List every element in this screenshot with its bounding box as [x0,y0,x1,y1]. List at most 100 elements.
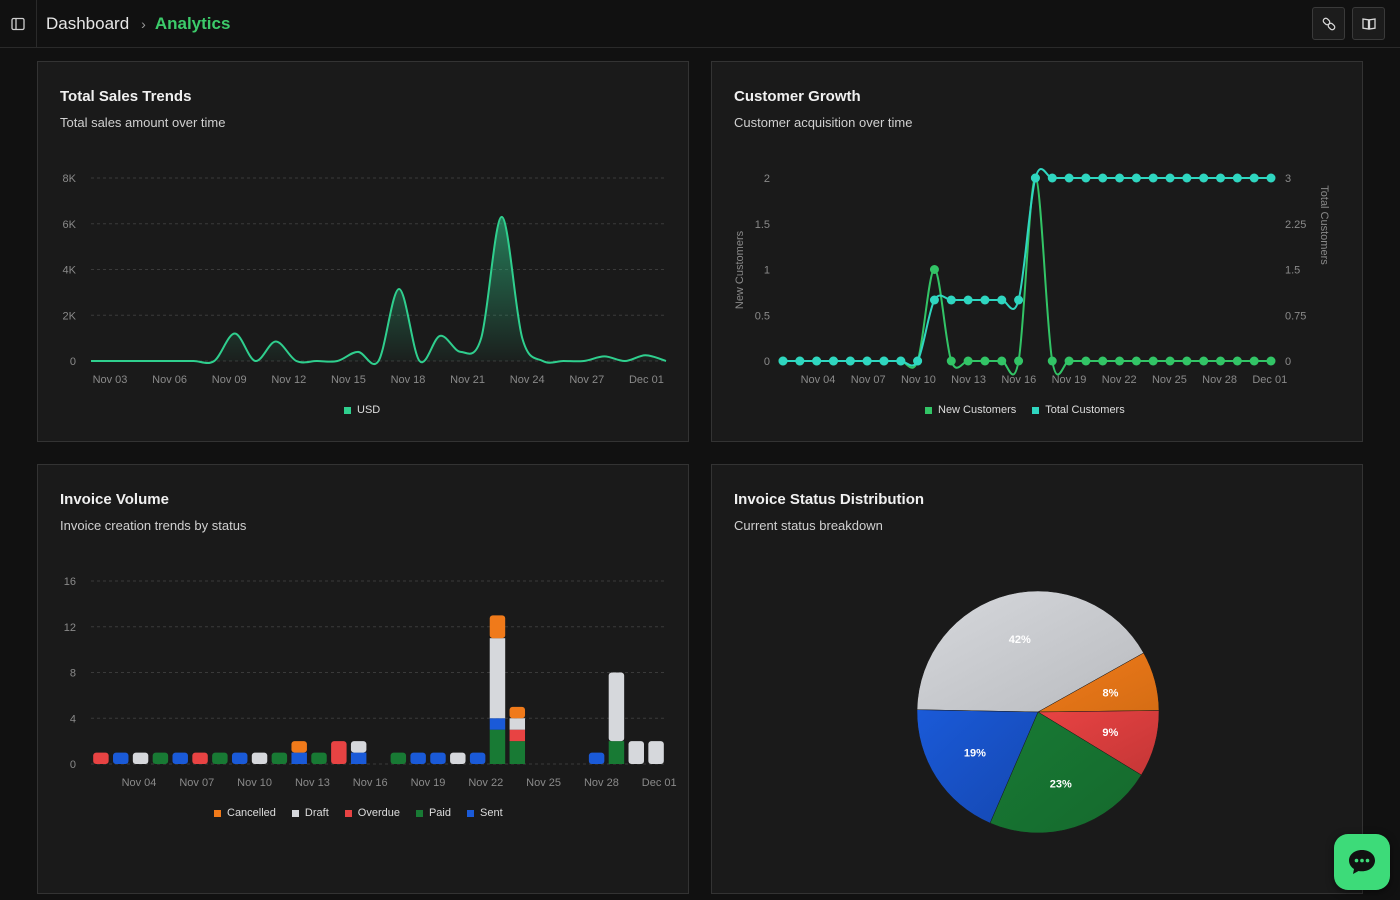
bar-segment-sent [172,752,188,764]
legend-item-overdue[interactable]: Overdue [344,807,400,819]
sales-trends-chart: 0 2K 4K 6K 8K Nov 03 Nov 06 Nov 09 Nov 12 Nov 15 N… [63,173,667,386]
legend-item-cancelled[interactable]: Cancelled [214,807,276,819]
total-customers-point [1047,173,1057,183]
y-tick-label-right: 2.25 [1285,219,1306,231]
x-tick-label: Nov 03 [93,374,128,386]
bar-segment-sent [113,752,129,764]
total-customers-point [1081,173,1091,183]
total-customers-point [1165,173,1175,183]
pie-label-cancelled: 8% [1103,688,1119,700]
y-tick-label-left: 1.5 [755,219,770,231]
y-tick-label: 0 [70,759,76,771]
breadcrumb-dashboard[interactable]: Dashboard [46,14,130,33]
bar-segment-sent [231,752,248,764]
new-customers-point [1047,356,1057,366]
bar-segment-draft [628,741,644,764]
total-customers-point [913,356,923,366]
bar-segment-draft [450,752,466,764]
new-customers-point [1266,356,1276,366]
breadcrumb-separator: › [141,16,146,32]
customer-growth-chart: 0 0.5 1 1.5 2 0 0.75 1.5 2.25 3 New Customers Total… [734,168,1330,386]
legend-label: Cancelled [227,807,276,819]
bar-segment-cancelled [291,741,307,753]
legend-item-draft[interactable]: Draft [291,807,329,819]
invoice-status-card: Invoice Status Distribution Current stat… [711,464,1363,894]
bar-segment-overdue [192,752,208,764]
pie-slice-sent [916,709,1039,824]
legend-item-paid[interactable]: Paid [415,807,451,819]
invoice-volume-card: Invoice Volume Invoice creation trends b… [37,464,689,894]
bar-segment-overdue [93,752,109,764]
bar-segment-draft [132,752,149,764]
x-tick-label: Nov 25 [1152,374,1187,386]
chat-button[interactable] [1334,834,1390,890]
total-customers-point [812,356,822,366]
new-customers-point [1232,356,1242,366]
docs-button[interactable] [1352,7,1385,40]
bar-segment-draft [350,741,367,753]
link-button[interactable] [1312,7,1345,40]
x-tick-label: Nov 19 [411,777,446,789]
total-customers-point [795,356,805,366]
x-tick-label: Nov 22 [1102,374,1137,386]
total-customers-point [997,295,1007,305]
total-customers-point [1064,173,1074,183]
legend-item-sent[interactable]: Sent [467,807,503,819]
total-customers-point [1249,173,1259,183]
new-customers-point [980,356,990,366]
new-customers-point [997,356,1007,366]
legend-swatch [344,406,351,414]
x-tick-label: Nov 28 [1202,374,1237,386]
card-title: Customer Growth [734,88,861,105]
sales-legend: USD [344,404,380,416]
new-customers-point [1081,356,1091,366]
y-tick-label: 4 [70,713,76,725]
legend-label: Sent [480,807,503,819]
bar-segment-cancelled [509,706,526,719]
new-customers-point [1131,356,1141,366]
sales-trends-card: Total Sales Trends Total sales amount ov… [37,61,689,442]
bar-segment-draft [648,741,664,764]
y-tick-label: 8K [63,173,77,185]
legend-label: Paid [428,807,451,819]
total-customers-point [1098,173,1108,183]
x-tick-label: Nov 07 [851,374,886,386]
y-axis-label-right: Total Customers [1318,185,1330,265]
x-tick-label: Nov 13 [295,777,330,789]
new-customers-point [1249,356,1259,366]
bar-segment-draft [251,752,268,764]
new-customers-line [783,176,1271,376]
bar-segment-paid [152,752,169,764]
new-customers-point [929,265,939,274]
x-tick-label: Dec 01 [642,777,677,789]
legend-swatch [291,809,299,817]
bar-segment-paid [509,741,526,764]
x-tick-label: Nov 16 [353,777,388,789]
x-tick-label: Nov 18 [391,374,426,386]
new-customers-point [1064,356,1074,366]
total-customers-point [778,356,788,366]
total-customers-point [1199,173,1209,183]
bar-segment-paid [212,752,228,764]
new-customers-point [1014,356,1024,366]
new-customers-point [1216,356,1226,366]
y-tick-label: 2K [63,310,77,322]
total-customers-point [828,356,838,366]
bar-segment-paid [608,741,625,764]
legend-item-new-customers[interactable]: New Customers [925,404,1016,416]
pie-slice-draft [916,590,1144,713]
sidebar-toggle-icon [11,17,25,30]
total-customers-point [963,295,973,305]
legend-item-total-customers[interactable]: Total Customers [1032,404,1125,416]
total-customers-point [1030,173,1040,183]
total-customers-point [1131,173,1141,183]
y-tick-label: 6K [63,219,77,231]
legend-swatch [415,809,423,817]
legend-swatch [925,406,932,414]
total-customers-point [1232,173,1242,183]
top-bar: Dashboard › Analytics [0,0,1400,48]
legend-item-usd[interactable]: USD [344,404,380,416]
pie-slice-paid [989,711,1142,834]
legend-label: Draft [304,807,329,819]
sidebar-toggle-button[interactable] [0,0,37,47]
